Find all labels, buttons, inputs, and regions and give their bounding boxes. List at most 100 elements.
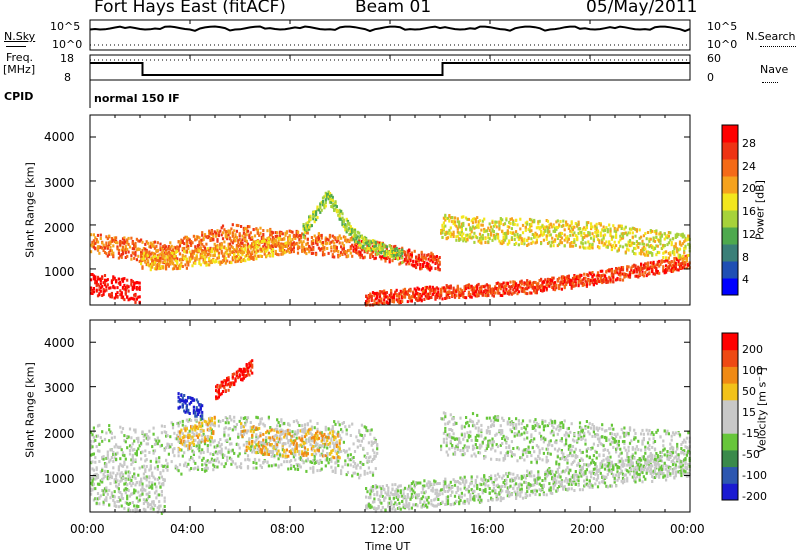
scatter-cell bbox=[523, 281, 526, 285]
scatter-cell bbox=[135, 237, 138, 241]
scatter-cell bbox=[281, 237, 284, 241]
scatter-cell bbox=[245, 420, 248, 424]
scatter-cell bbox=[480, 239, 483, 243]
scatter-cell bbox=[399, 261, 402, 265]
scatter-cell bbox=[313, 458, 316, 462]
scatter-cell bbox=[390, 255, 393, 259]
scatter-cell bbox=[287, 243, 290, 247]
scatter-cell bbox=[463, 237, 466, 241]
scatter-cell bbox=[677, 263, 680, 266]
scatter-cell bbox=[331, 255, 334, 259]
scatter-cell bbox=[649, 251, 652, 255]
scatter-cell bbox=[535, 288, 538, 292]
scatter-cell bbox=[570, 286, 573, 290]
scatter-cell bbox=[591, 246, 594, 250]
scatter-cell bbox=[351, 474, 354, 478]
scatter-cell bbox=[591, 225, 594, 229]
scatter-cell bbox=[548, 281, 551, 285]
scatter-cell bbox=[406, 251, 409, 255]
scatter-cell bbox=[630, 266, 633, 270]
scatter-cell bbox=[573, 275, 576, 279]
scatter-cell bbox=[362, 256, 365, 260]
scatter-cell bbox=[117, 248, 120, 252]
scatter-cell bbox=[208, 231, 211, 235]
scatter-cell bbox=[134, 428, 137, 432]
scatter-cell bbox=[390, 246, 393, 250]
scatter-cell bbox=[205, 251, 208, 255]
scatter-cell bbox=[273, 454, 276, 458]
scatter-cell bbox=[524, 291, 527, 295]
scatter-cell bbox=[330, 245, 333, 249]
scatter-cell bbox=[167, 250, 170, 254]
scatter-cell bbox=[487, 236, 490, 240]
scatter-cell bbox=[333, 235, 336, 239]
scatter-cell bbox=[570, 282, 573, 286]
scatter-cell bbox=[326, 458, 329, 462]
scatter-cell bbox=[573, 239, 576, 243]
scatter-cell bbox=[169, 435, 172, 439]
scatter-cell bbox=[109, 458, 112, 462]
scatter-cell bbox=[324, 428, 327, 432]
scatter-cell bbox=[415, 292, 418, 296]
scatter-cell bbox=[91, 241, 94, 245]
scatter-cell bbox=[467, 290, 470, 294]
scatter-cell bbox=[549, 222, 552, 226]
scatter-cell bbox=[263, 250, 266, 254]
scatter-cell bbox=[634, 266, 637, 270]
scatter-cell bbox=[96, 245, 100, 249]
scatter-cell bbox=[292, 246, 295, 250]
scatter-cell bbox=[563, 228, 566, 232]
scatter-cell bbox=[591, 271, 594, 274]
scatter-cell bbox=[326, 435, 329, 439]
scatter-cell bbox=[466, 285, 469, 289]
scatter-cell bbox=[402, 260, 405, 264]
scatter-cell bbox=[424, 286, 427, 289]
scatter-cell bbox=[92, 477, 95, 481]
scatter-cell bbox=[223, 465, 226, 469]
scatter-cell bbox=[108, 250, 111, 254]
scatter-cell bbox=[656, 244, 659, 248]
scatter-cell bbox=[108, 424, 111, 428]
scatter-cell bbox=[552, 282, 555, 285]
scatter-cell bbox=[233, 451, 236, 455]
scatter-cell bbox=[142, 252, 145, 255]
scatter-cell bbox=[244, 259, 247, 263]
scatter-cell bbox=[573, 238, 576, 241]
scatter-cell bbox=[569, 278, 572, 282]
scatter-cell bbox=[131, 288, 134, 291]
velocity-panel-marks bbox=[90, 359, 691, 515]
scatter-cell bbox=[234, 249, 237, 253]
scatter-cell bbox=[231, 448, 234, 452]
scatter-cell bbox=[96, 497, 100, 501]
scatter-cell bbox=[666, 234, 669, 238]
scatter-cell bbox=[205, 235, 208, 239]
scatter-cell bbox=[316, 239, 319, 243]
scatter-cell bbox=[145, 458, 148, 462]
scatter-cell bbox=[231, 251, 234, 254]
scatter-cell bbox=[510, 236, 513, 240]
scatter-cell bbox=[144, 260, 147, 264]
scatter-cell bbox=[223, 427, 226, 431]
scatter-cell bbox=[306, 237, 309, 241]
scatter-cell bbox=[105, 462, 108, 466]
scatter-cell bbox=[581, 238, 584, 242]
scatter-cell bbox=[190, 257, 193, 261]
scatter-cell bbox=[109, 293, 112, 297]
scatter-cell bbox=[483, 285, 486, 289]
scatter-cell bbox=[119, 293, 122, 297]
scatter-cell bbox=[341, 430, 344, 434]
scatter-cell bbox=[528, 223, 532, 226]
scatter-cell bbox=[637, 242, 640, 245]
scatter-cell bbox=[295, 232, 298, 236]
scatter-cell bbox=[187, 260, 190, 264]
scatter-cell bbox=[270, 244, 273, 248]
scatter-cell bbox=[306, 221, 309, 225]
scatter-cell bbox=[112, 285, 115, 289]
scatter-cell bbox=[580, 233, 583, 237]
scatter-cell bbox=[101, 275, 104, 279]
scatter-cell bbox=[383, 255, 386, 259]
scatter-cell bbox=[355, 245, 358, 248]
scatter-cell bbox=[146, 437, 150, 441]
scatter-cell bbox=[380, 299, 383, 303]
scatter-cell bbox=[376, 252, 379, 256]
